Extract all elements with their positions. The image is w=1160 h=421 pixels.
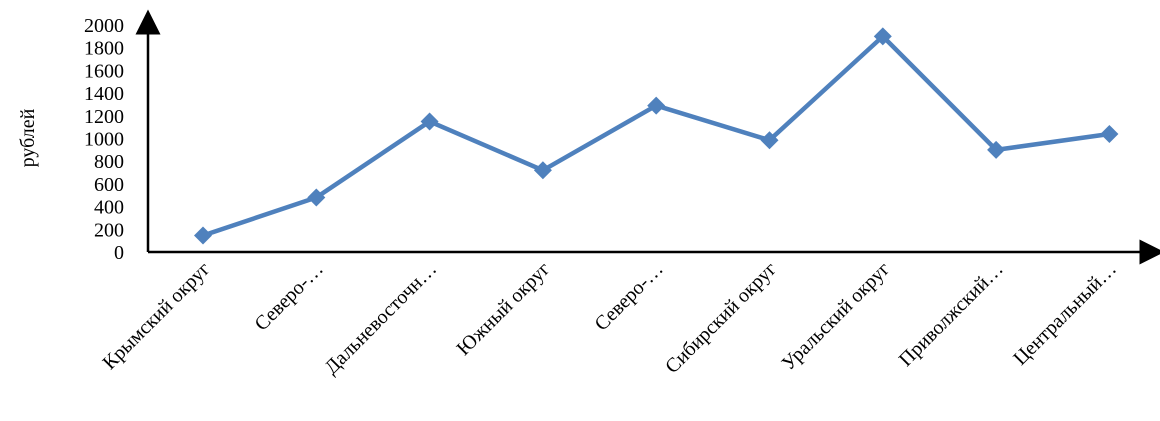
x-category-label: Северо-… bbox=[251, 258, 328, 335]
y-axis-title: рублей bbox=[17, 108, 39, 167]
y-tick-label: 1200 bbox=[84, 106, 124, 128]
x-category-label: Южный округ bbox=[453, 258, 555, 360]
data-point-marker bbox=[1100, 124, 1119, 143]
data-point-marker bbox=[307, 188, 326, 207]
data-point-marker bbox=[873, 27, 892, 46]
data-point-marker bbox=[194, 226, 212, 245]
y-tick-label: 2000 bbox=[84, 15, 124, 37]
data-point-marker bbox=[533, 161, 552, 180]
x-category-label: Центральный… bbox=[1009, 258, 1121, 370]
y-tick-label: 800 bbox=[94, 151, 124, 173]
series-layer bbox=[194, 27, 1119, 245]
x-category-labels: Крымский округ Северо-…Дальневосточн… Южны… bbox=[99, 258, 1121, 379]
x-category-label: Сибирский округ bbox=[661, 258, 781, 378]
y-tick-label: 1400 bbox=[84, 83, 124, 105]
y-tick-label: 0 bbox=[114, 242, 124, 264]
y-tick-label: 1000 bbox=[84, 129, 124, 151]
data-point-marker bbox=[647, 96, 666, 115]
y-tick-label: 1800 bbox=[84, 38, 124, 60]
y-tick-label: 600 bbox=[94, 174, 124, 196]
y-tick-label: 400 bbox=[94, 197, 124, 219]
data-point-marker bbox=[420, 112, 439, 131]
x-category-label: Дальневосточн… bbox=[320, 258, 441, 379]
series-line bbox=[202, 34, 1110, 238]
y-tick-label: 200 bbox=[94, 219, 124, 241]
x-category-label: Северо-… bbox=[590, 258, 667, 335]
y-tick-label: 1600 bbox=[84, 60, 124, 82]
axes bbox=[135, 9, 1160, 265]
data-point-marker bbox=[987, 140, 1006, 159]
x-category-label: Приволжский… bbox=[895, 258, 1008, 371]
x-category-label: Уральский округ bbox=[778, 258, 895, 375]
data-point-marker bbox=[760, 131, 779, 150]
x-category-label: Крымский округ bbox=[99, 258, 215, 374]
